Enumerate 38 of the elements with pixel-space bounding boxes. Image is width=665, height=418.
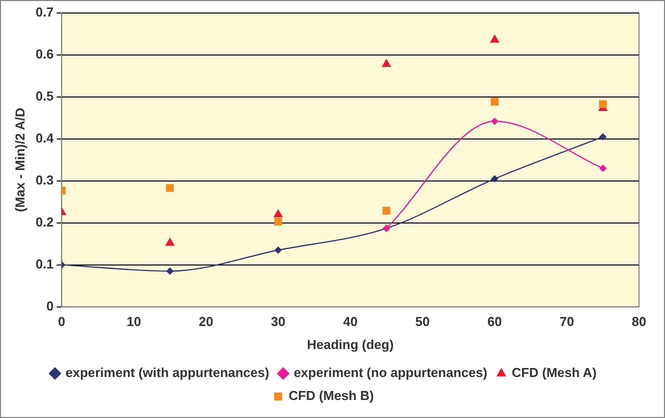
legend-label: experiment (no appurtenances) [294, 365, 488, 380]
x-tick-label: 0 [58, 314, 66, 330]
point [599, 164, 606, 172]
point [274, 218, 282, 226]
point [490, 98, 499, 106]
legend-label: experiment (with appurtenances) [65, 365, 270, 380]
point [490, 34, 500, 43]
legend-label: CFD (Mesh A) [512, 365, 597, 380]
y-tick-label: 0.5 [36, 88, 54, 104]
point [382, 58, 392, 67]
x-tick-label: 50 [415, 314, 430, 330]
point [382, 206, 390, 215]
point [274, 246, 282, 254]
y-tick-label: 0.2 [36, 214, 54, 230]
x-tick-label: 60 [487, 314, 502, 330]
x-tick-label: 20 [198, 314, 214, 330]
y-tick-label: 0 [46, 298, 54, 314]
y-tick-label: 0.4 [36, 130, 54, 146]
y-tick-label: 0.1 [36, 256, 54, 272]
x-tick-label: 30 [270, 314, 286, 330]
point [599, 100, 607, 108]
point [273, 208, 283, 218]
y-tick-label: 0.7 [36, 4, 54, 20]
point [491, 118, 498, 125]
point [166, 184, 174, 192]
point [599, 133, 606, 140]
x-tick-label: 80 [632, 314, 646, 330]
y-tick-label: 0.3 [36, 172, 54, 188]
x-tick-label: 40 [343, 314, 358, 330]
y-tick-label: 0.6 [36, 46, 54, 62]
legend-label: CFD (Mesh B) [288, 388, 374, 404]
point [165, 238, 175, 246]
x-axis-title: Heading (deg) [307, 336, 394, 352]
x-tick-label: 70 [560, 314, 574, 330]
point [491, 175, 498, 182]
x-tick-label: 10 [126, 314, 142, 330]
point [166, 268, 174, 275]
y-axis-title: (Max - Min)/2 A/D [12, 108, 28, 212]
